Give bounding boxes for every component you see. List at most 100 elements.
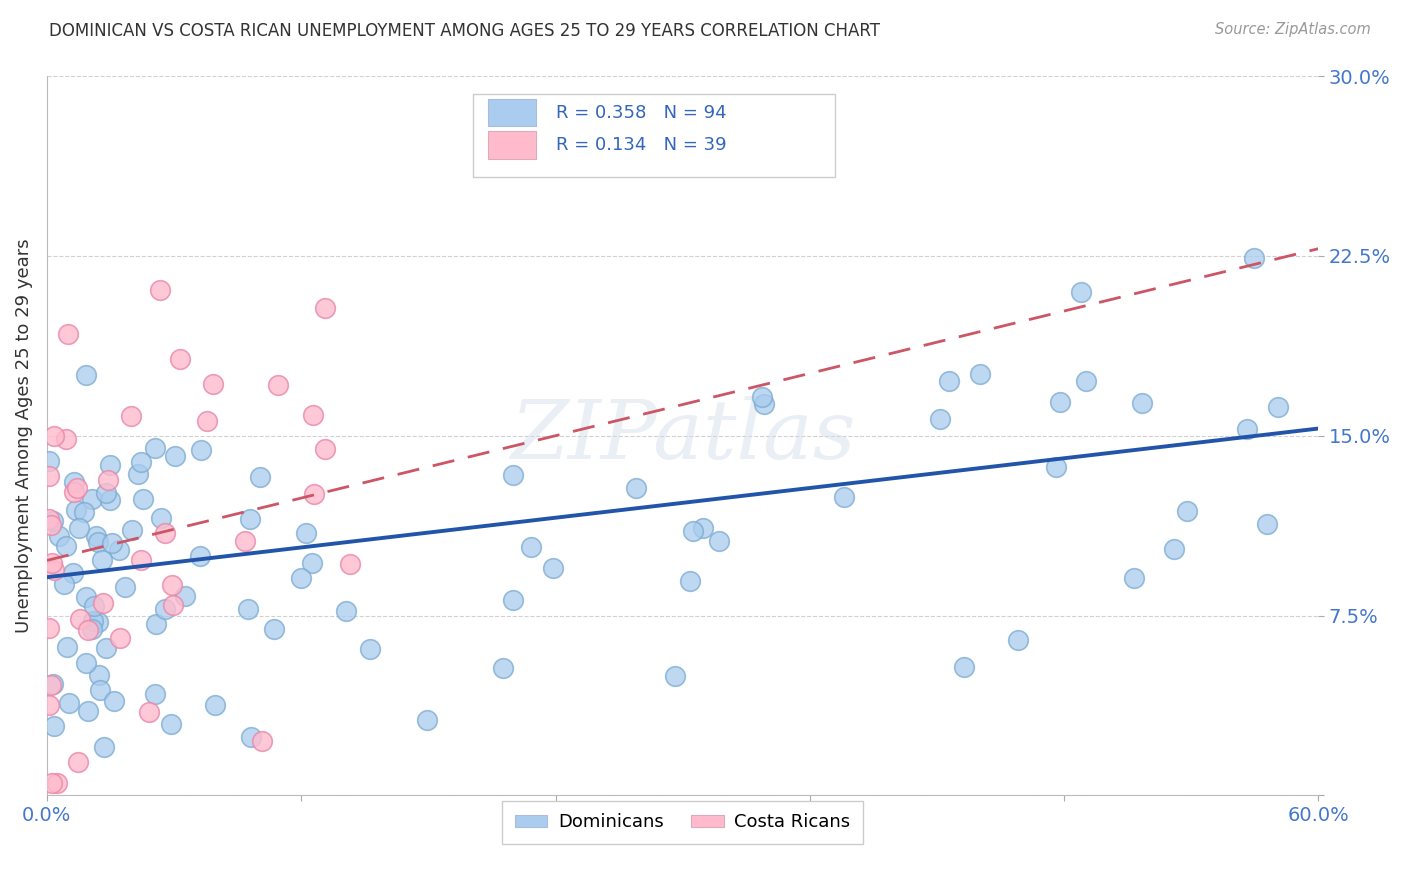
Point (56, 640, 79, 654)
Point (42, 719, 65, 733)
Point (91, 596, 114, 610)
Point (1163, 541, 1185, 556)
Point (121, 523, 143, 537)
Point (1236, 422, 1258, 436)
Point (138, 705, 160, 719)
Point (76, 704, 98, 718)
Point (1175, 504, 1198, 518)
Point (67, 755, 90, 769)
Point (832, 490, 855, 504)
Text: Source: ZipAtlas.com: Source: ZipAtlas.com (1215, 22, 1371, 37)
Text: DOMINICAN VS COSTA RICAN UNEMPLOYMENT AMONG AGES 25 TO 29 YEARS CORRELATION CHAR: DOMINICAN VS COSTA RICAN UNEMPLOYMENT AM… (49, 22, 880, 40)
Point (239, 730, 262, 744)
Point (707, 534, 730, 549)
Point (56, 326, 79, 341)
Point (80, 492, 103, 507)
Point (1045, 459, 1067, 474)
Point (190, 443, 212, 458)
Point (543, 561, 565, 575)
Point (42, 677, 65, 691)
Point (751, 390, 773, 404)
Point (73, 505, 96, 519)
Point (38, 698, 60, 713)
Point (236, 601, 259, 615)
Point (626, 481, 648, 495)
Point (129, 553, 152, 567)
Point (359, 641, 381, 656)
Point (520, 540, 543, 554)
Point (953, 660, 976, 674)
Point (928, 412, 950, 426)
Point (75, 656, 97, 670)
Point (314, 442, 336, 456)
Point (46, 776, 69, 790)
Point (97, 473, 120, 487)
Point (145, 616, 167, 631)
Point (1070, 285, 1092, 300)
Point (679, 574, 702, 589)
Point (1007, 632, 1029, 647)
Point (250, 734, 273, 748)
Point (101, 536, 124, 550)
Point (62, 484, 84, 499)
Point (87, 535, 110, 549)
Point (1243, 251, 1265, 265)
Point (98, 492, 121, 507)
Point (41, 776, 63, 790)
FancyBboxPatch shape (472, 94, 835, 177)
Point (233, 534, 256, 549)
FancyBboxPatch shape (488, 99, 537, 127)
Point (174, 589, 197, 603)
Point (83, 599, 105, 614)
Point (314, 301, 336, 316)
Point (201, 377, 224, 392)
Point (162, 578, 184, 592)
Point (90, 552, 112, 566)
Point (129, 455, 152, 469)
Point (127, 467, 149, 482)
Point (162, 598, 184, 612)
Point (301, 556, 323, 570)
Point (58, 696, 80, 710)
Point (82, 622, 104, 636)
Point (752, 396, 775, 410)
Point (294, 525, 316, 540)
Point (63, 475, 86, 489)
Point (38, 621, 60, 635)
Point (38, 454, 60, 468)
Point (75, 591, 97, 605)
Point (1267, 400, 1289, 414)
Point (938, 374, 960, 388)
Point (153, 602, 176, 616)
Point (76, 623, 98, 637)
Point (188, 549, 211, 563)
Point (143, 441, 166, 455)
Point (94, 485, 117, 500)
Point (169, 351, 191, 366)
Point (335, 603, 357, 617)
Point (87, 615, 110, 629)
Point (1049, 395, 1071, 409)
Point (1074, 374, 1097, 388)
Point (1122, 571, 1144, 585)
Point (75, 368, 97, 382)
Point (38, 468, 60, 483)
Point (39, 518, 62, 533)
Point (65, 503, 87, 517)
Point (55, 539, 77, 553)
Point (41, 556, 63, 570)
Point (204, 698, 226, 712)
Point (98, 458, 121, 472)
Point (195, 414, 218, 428)
Point (62, 566, 84, 580)
Point (267, 377, 290, 392)
Point (132, 491, 155, 506)
Point (263, 622, 285, 636)
Point (153, 526, 176, 541)
Point (38, 512, 60, 526)
Text: R = 0.134   N = 39: R = 0.134 N = 39 (555, 136, 725, 154)
Point (1256, 517, 1278, 532)
Point (94, 641, 117, 656)
Point (42, 564, 65, 578)
Point (108, 543, 131, 558)
